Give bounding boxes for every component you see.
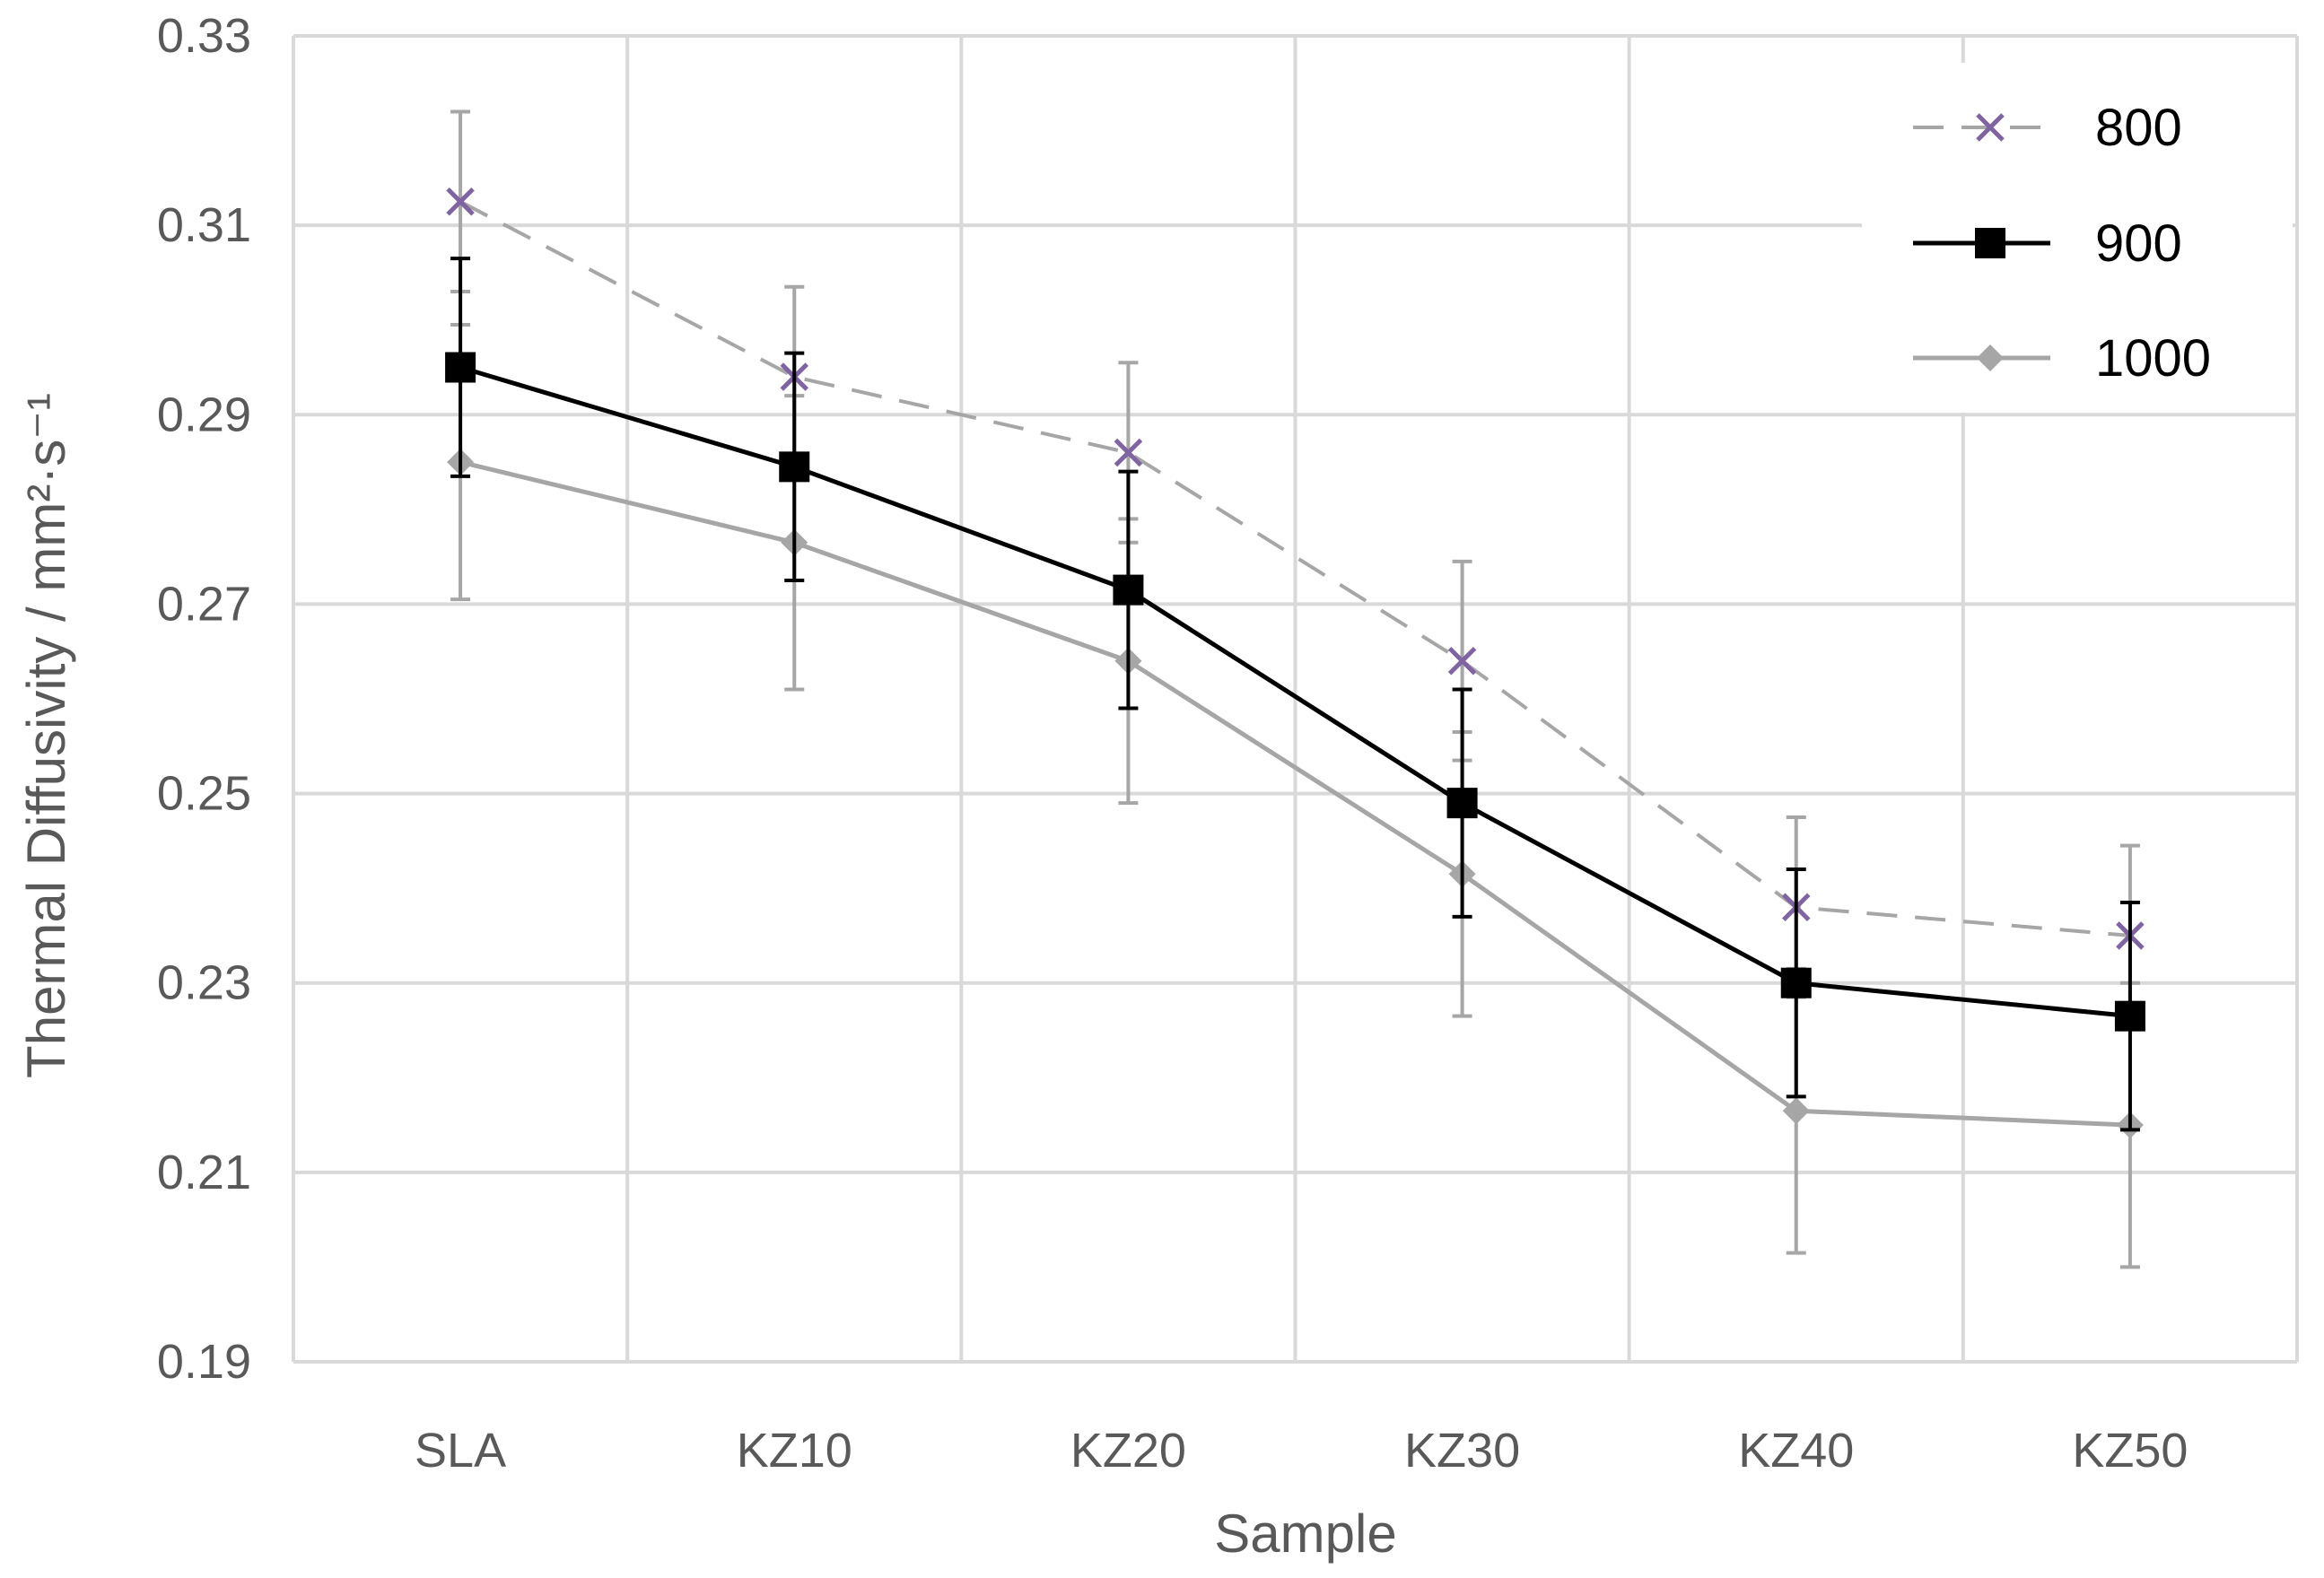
data-point [1113,574,1144,606]
legend-label-800: 800 [2095,99,2182,157]
y-tick-label: 0.29 [157,388,251,441]
data-point [1780,967,1812,998]
data-point [2114,1000,2145,1032]
data-point [779,451,810,483]
y-tick-label: 0.21 [157,1146,251,1199]
grid [292,34,2299,1364]
data-point [1447,647,1477,676]
x-tick-label: KZ50 [2072,1424,2188,1478]
y-axis-title: Thermal Diffusivity / mm²·s⁻¹ [16,393,76,1078]
data-point [1782,1097,1810,1125]
legend: 800 900 1000 [1862,63,2293,413]
series-line [459,199,2131,937]
y-axis-ticks: 0.19 0.21 0.23 0.25 0.27 0.29 0.31 0.33 [157,9,251,1389]
x-tick-label: KZ30 [1404,1424,1520,1478]
data-point [446,187,475,216]
x-tick-label: SLA [415,1424,506,1478]
legend-label-900: 900 [2095,214,2182,273]
series-line [459,365,2131,1019]
x-tick-label: KZ20 [1070,1424,1186,1478]
legend-marker-900 [1975,228,2005,258]
legend-marker-800 [1976,113,2005,142]
data-point [1446,788,1478,819]
y-tick-label: 0.19 [157,1335,251,1389]
y-tick-label: 0.25 [157,767,251,821]
legend-label-1000: 1000 [2095,329,2211,388]
y-tick-label: 0.23 [157,956,251,1010]
y-tick-label: 0.27 [157,577,251,631]
series-line [459,459,2131,1128]
legend-marker-1000 [1977,344,2004,371]
y-tick-label: 0.33 [157,9,251,63]
series-layer [445,109,2145,1269]
series-900 [445,257,2145,1132]
legend-background [1862,63,2293,413]
data-point [445,352,476,383]
x-tick-label: KZ40 [1738,1424,1854,1478]
x-axis-title: Sample [1214,1504,1396,1564]
y-tick-label: 0.31 [157,198,251,252]
x-axis-ticks: SLA KZ10 KZ20 KZ30 KZ40 KZ50 [415,1424,2188,1478]
x-tick-label: KZ10 [737,1424,852,1478]
data-point [1114,438,1143,467]
